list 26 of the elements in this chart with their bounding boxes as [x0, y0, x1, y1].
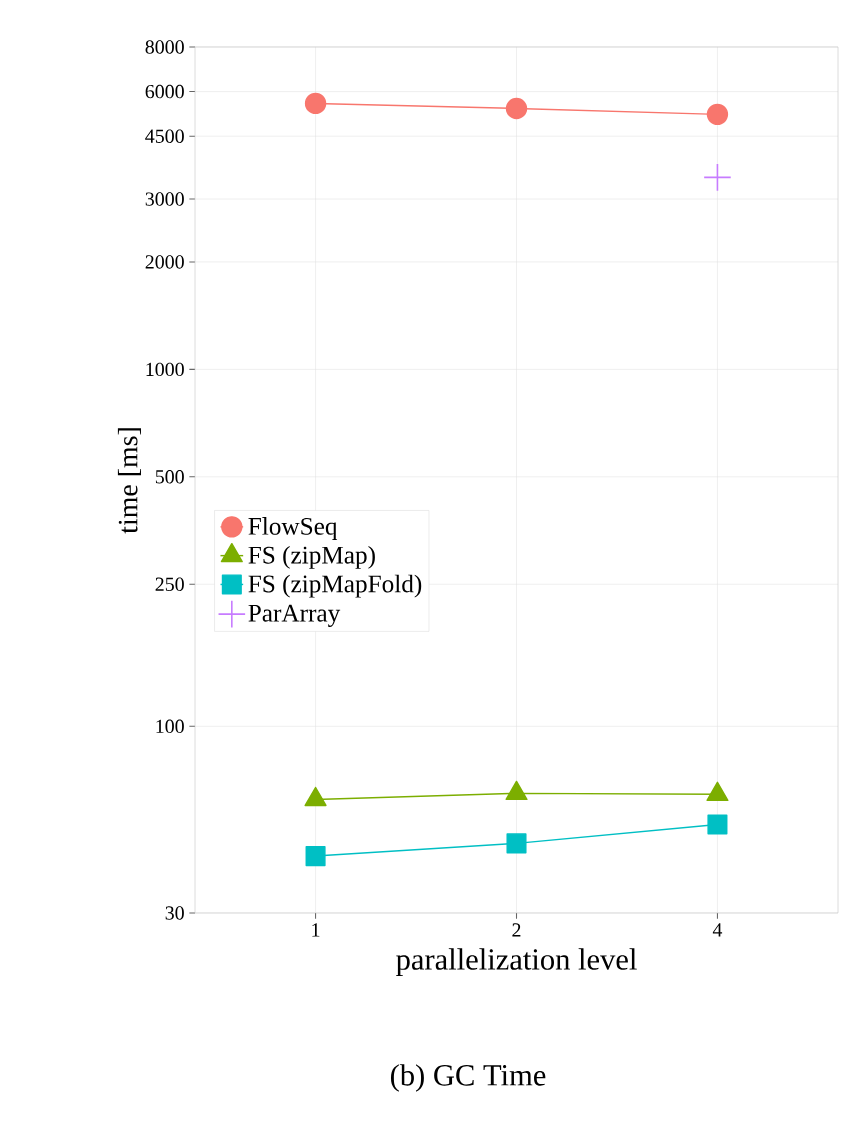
point: [706, 103, 729, 126]
legend-label: ParArray: [248, 604, 341, 627]
y-axis-title: time [ms]: [117, 428, 141, 534]
x-axis-title: parallelization level: [396, 948, 637, 977]
y-tick-label: 2000: [145, 255, 184, 269]
point: [707, 814, 728, 835]
x-tick-label: 4: [712, 923, 723, 937]
y-tick-label: 30: [165, 906, 184, 920]
y-tick-label: 8000: [145, 40, 184, 54]
y-tick-label: 4500: [145, 129, 184, 143]
legend-label: FS (zipMap): [248, 545, 375, 569]
point: [505, 97, 528, 120]
y-tick-label: 6000: [145, 84, 184, 99]
point: [304, 92, 327, 115]
y-tick-label: 1000: [146, 362, 184, 377]
y-tick-label: 250: [155, 577, 184, 591]
x-tick-label: 2: [512, 923, 521, 937]
legend-label: FlowSeq: [248, 517, 338, 540]
legend-label: FS (zipMapFold): [248, 574, 422, 598]
y-tick-label: 3000: [145, 192, 184, 206]
point: [305, 846, 326, 867]
y-tick-label: 500: [155, 470, 184, 484]
text: (b) GC Time: [390, 1064, 546, 1092]
point: [506, 833, 527, 854]
x-tick-label: 1: [312, 923, 320, 937]
y-tick-label: 100: [156, 719, 184, 734]
